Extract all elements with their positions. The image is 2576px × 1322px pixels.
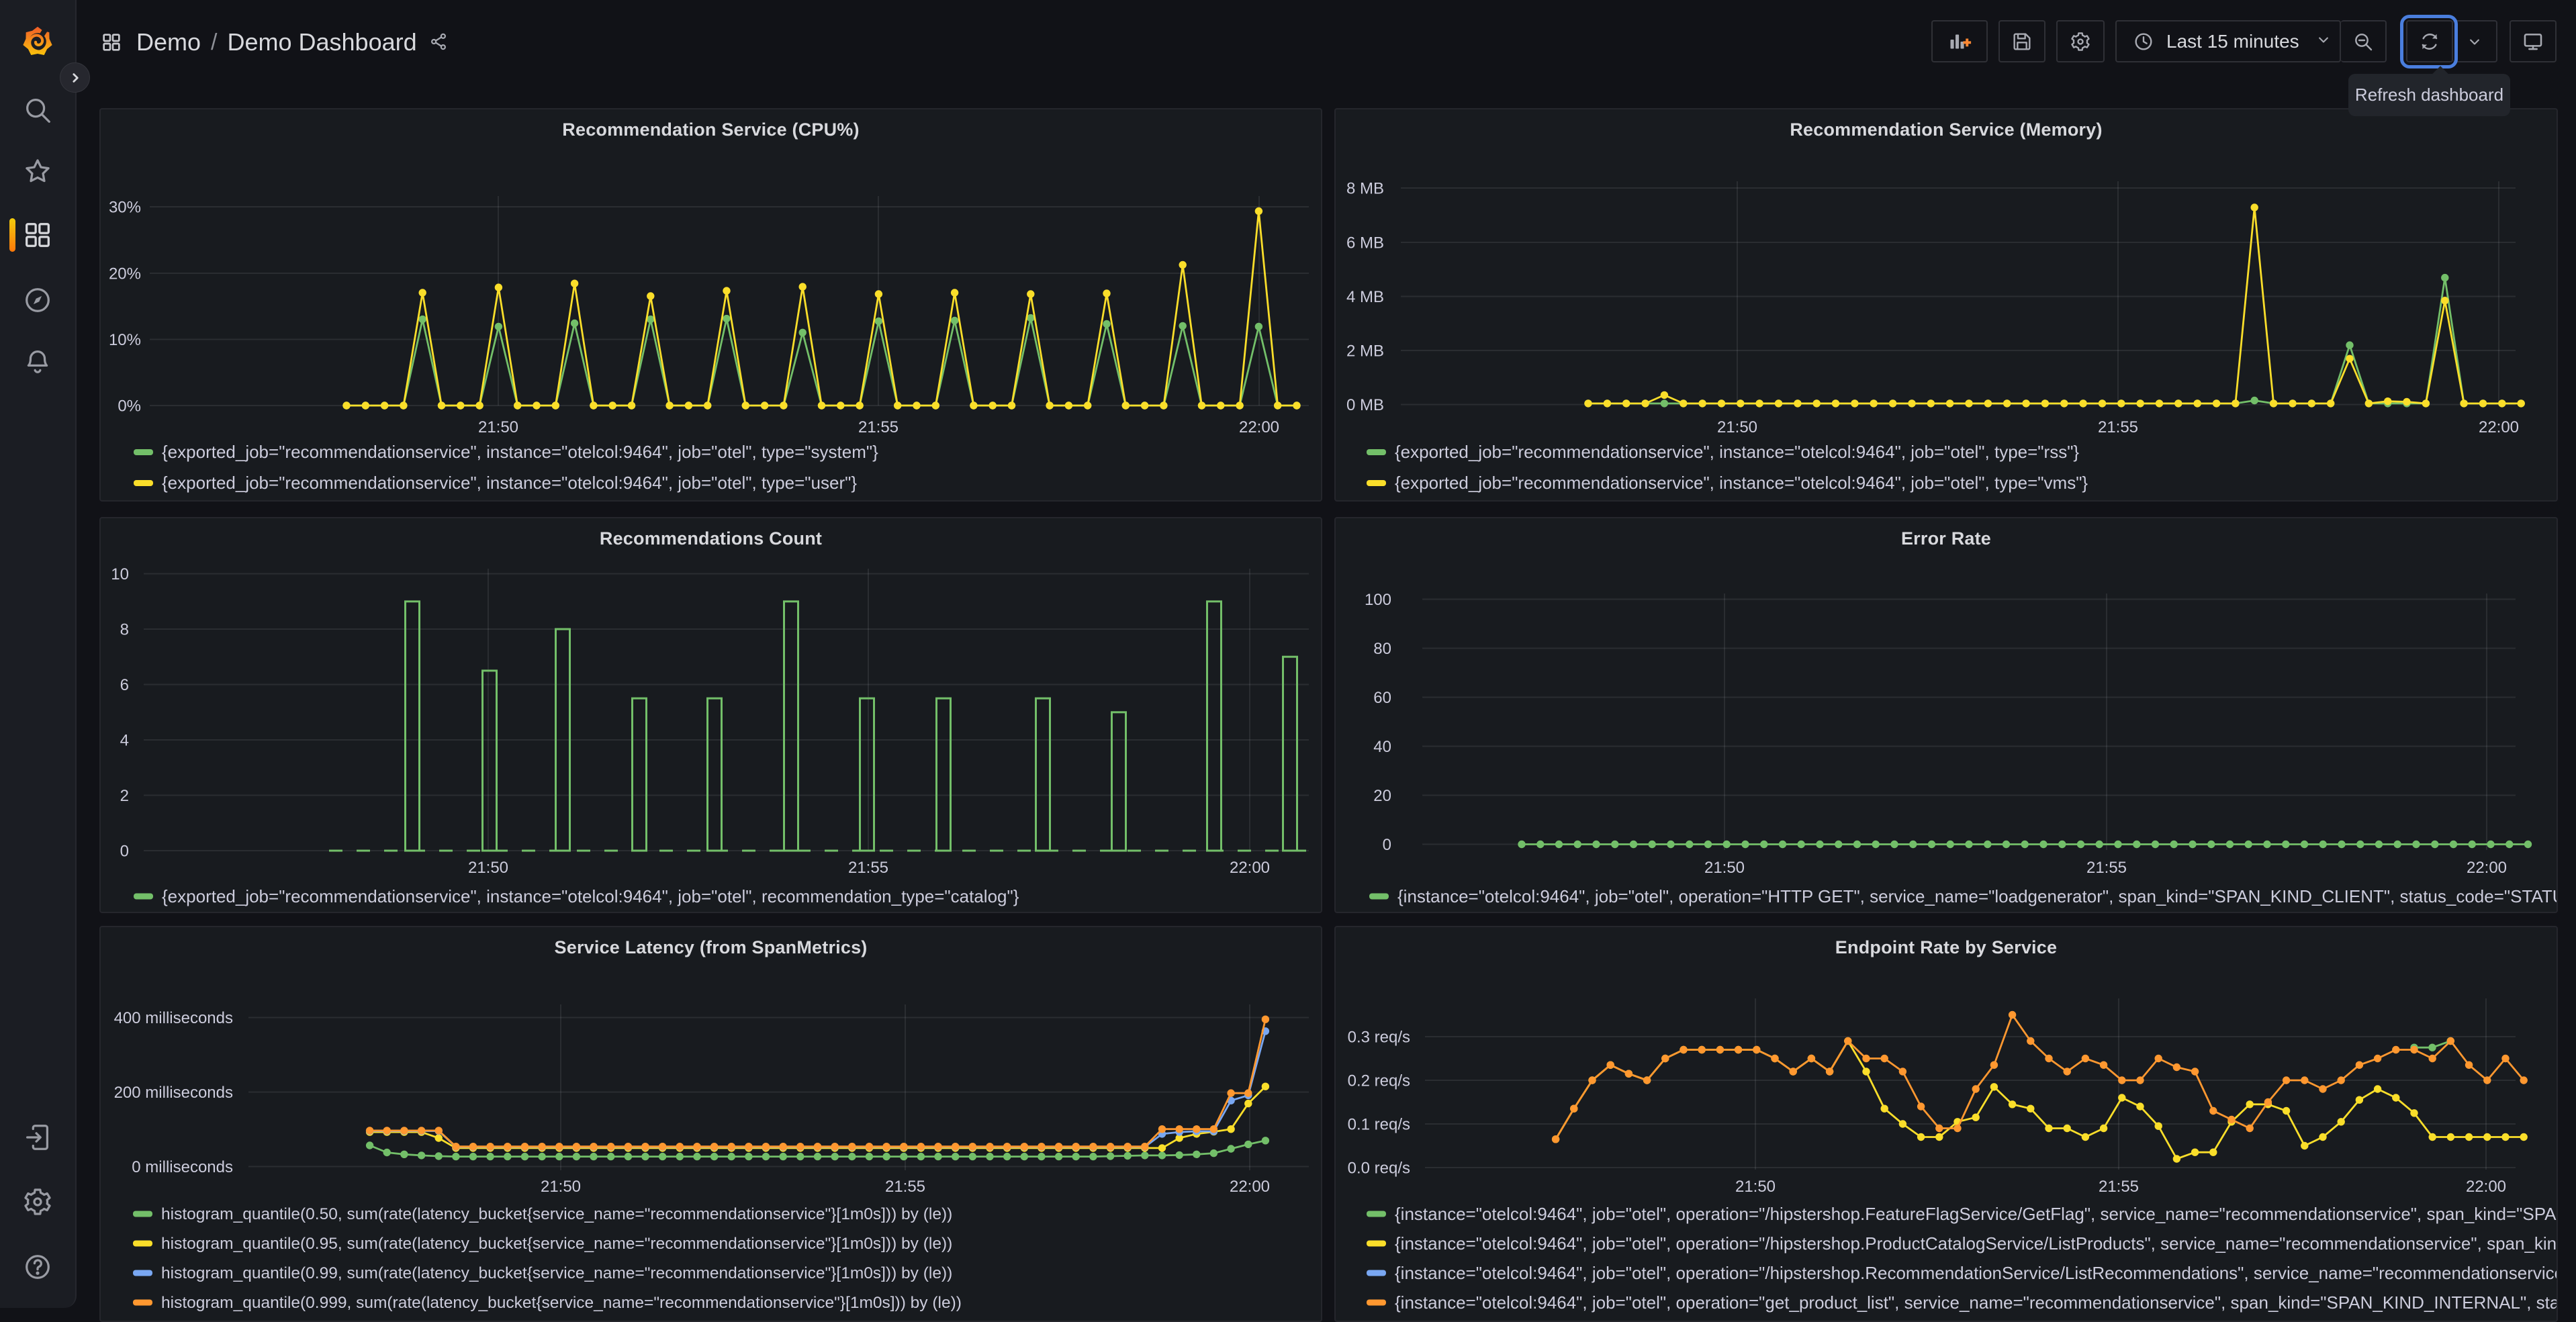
svg-text:22:00: 22:00 [1239,418,1279,436]
svg-text:0 milliseconds: 0 milliseconds [132,1158,233,1176]
svg-text:0.0 req/s: 0.0 req/s [1348,1159,1410,1177]
svg-text:22:00: 22:00 [2479,418,2519,436]
svg-text:21:50: 21:50 [1717,418,1757,436]
svg-text:22:00: 22:00 [1230,859,1270,877]
svg-text:histogram_quantile(0.999, sum(: histogram_quantile(0.999, sum(rate(laten… [161,1294,962,1312]
svg-text:21:55: 21:55 [885,1178,925,1196]
svg-text:20: 20 [1373,787,1391,805]
svg-text:{exported_job="recommendations: {exported_job="recommendationservice", i… [162,442,878,462]
svg-text:0%: 0% [118,397,141,415]
svg-text:21:50: 21:50 [478,418,518,436]
svg-text:0: 0 [120,842,129,860]
svg-text:21:55: 21:55 [848,859,888,877]
svg-text:6: 6 [120,676,129,694]
svg-text:0 MB: 0 MB [1346,396,1384,414]
svg-text:8: 8 [120,620,129,639]
svg-text:22:00: 22:00 [2466,1178,2506,1196]
svg-text:histogram_quantile(0.50, sum(r: histogram_quantile(0.50, sum(rate(latenc… [161,1205,952,1223]
svg-text:{exported_job="recommendations: {exported_job="recommendationservice", i… [162,473,857,493]
svg-text:{instance="otelcol:9464", job=: {instance="otelcol:9464", job="otel", op… [1395,1292,2558,1313]
svg-text:21:50: 21:50 [468,859,508,877]
svg-text:30%: 30% [109,198,141,216]
svg-text:400 milliseconds: 400 milliseconds [114,1009,233,1027]
svg-text:{instance="otelcol:9464", job=: {instance="otelcol:9464", job="otel", op… [1395,1204,2558,1224]
svg-text:{instance="otelcol:9464", job=: {instance="otelcol:9464", job="otel", op… [1395,1233,2558,1254]
svg-text:21:55: 21:55 [2098,418,2138,436]
svg-text:21:50: 21:50 [541,1178,581,1196]
svg-text:21:50: 21:50 [1735,1178,1776,1196]
svg-text:0.1 req/s: 0.1 req/s [1348,1115,1410,1133]
svg-text:histogram_quantile(0.95, sum(r: histogram_quantile(0.95, sum(rate(latenc… [161,1235,952,1253]
svg-text:22:00: 22:00 [1230,1178,1270,1196]
svg-text:21:55: 21:55 [2099,1178,2139,1196]
svg-text:6 MB: 6 MB [1346,234,1384,252]
svg-text:histogram_quantile(0.99, sum(r: histogram_quantile(0.99, sum(rate(latenc… [161,1264,952,1282]
svg-text:100: 100 [1365,591,1391,609]
svg-text:60: 60 [1373,689,1391,707]
svg-text:21:55: 21:55 [858,418,899,436]
svg-text:10: 10 [111,565,129,583]
svg-text:2 MB: 2 MB [1346,342,1384,360]
svg-text:0: 0 [1383,836,1391,854]
svg-text:4: 4 [120,731,129,749]
svg-text:21:55: 21:55 [2086,859,2127,877]
svg-text:10%: 10% [109,331,141,349]
svg-text:{exported_job="recommendations: {exported_job="recommendationservice", i… [1395,473,2088,493]
svg-text:{instance="otelcol:9464", job=: {instance="otelcol:9464", job="otel", op… [1397,886,2558,906]
svg-text:200 milliseconds: 200 milliseconds [114,1084,233,1102]
svg-text:4 MB: 4 MB [1346,288,1384,306]
svg-text:21:50: 21:50 [1704,859,1745,877]
svg-text:2: 2 [120,787,129,805]
svg-text:40: 40 [1373,738,1391,756]
svg-text:8 MB: 8 MB [1346,179,1384,197]
svg-text:22:00: 22:00 [2467,859,2507,877]
svg-text:{exported_job="recommendations: {exported_job="recommendationservice", i… [162,886,1019,906]
svg-text:{instance="otelcol:9464", job=: {instance="otelcol:9464", job="otel", op… [1395,1263,2558,1283]
svg-text:{exported_job="recommendations: {exported_job="recommendationservice", i… [1395,442,2079,462]
svg-text:0.2 req/s: 0.2 req/s [1348,1072,1410,1090]
svg-text:80: 80 [1373,640,1391,658]
svg-text:20%: 20% [109,265,141,283]
svg-text:0.3 req/s: 0.3 req/s [1348,1028,1410,1046]
